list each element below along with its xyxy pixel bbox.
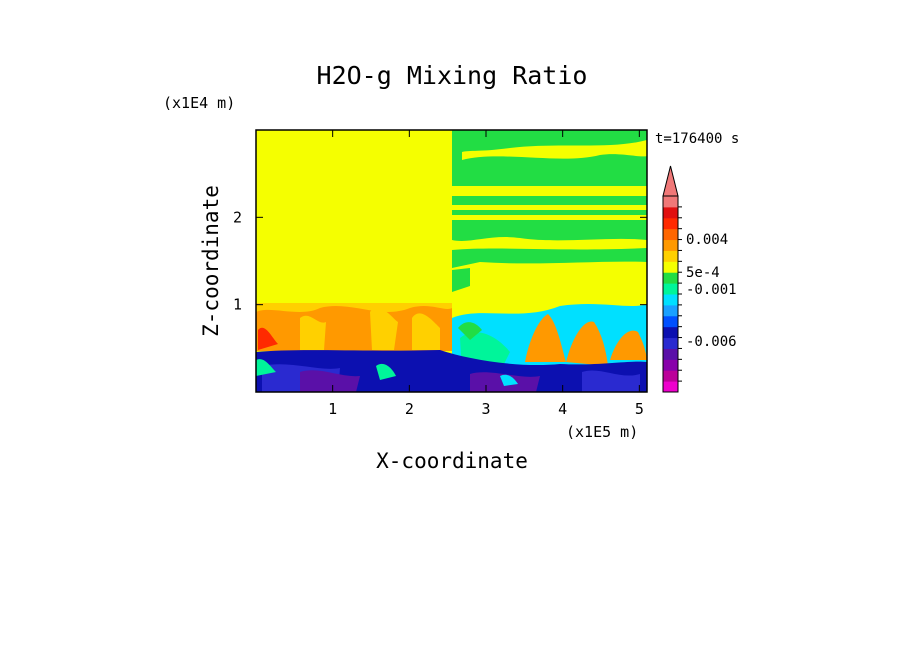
field-plume xyxy=(370,307,398,350)
colorbar-labels: 0.004 5e-4 -0.001 -0.006 xyxy=(686,232,737,350)
field-band xyxy=(462,140,647,160)
field-plume xyxy=(258,327,278,350)
field-plume xyxy=(300,315,326,350)
colorbar-swatch xyxy=(663,206,678,219)
colorbar-extend-arrow xyxy=(662,165,679,197)
colorbar-swatch xyxy=(663,337,678,349)
field-band xyxy=(452,196,647,205)
field-band xyxy=(452,268,470,292)
colorbar-swatch xyxy=(663,261,678,273)
x-tick-label: 1 xyxy=(328,400,337,418)
heatmap-field xyxy=(256,130,647,392)
colorbar-swatch xyxy=(663,294,678,306)
colorbar-swatch xyxy=(663,250,678,262)
colorbar-label: 0.004 xyxy=(686,232,728,248)
colorbar-swatch xyxy=(663,196,678,208)
field-plume xyxy=(458,322,482,340)
x-unit-label: (x1E5 m) xyxy=(566,423,638,441)
field-band xyxy=(452,210,647,215)
x-axis-ticks: 1 2 3 4 5 xyxy=(328,130,644,418)
x-axis-title: X-coordinate xyxy=(376,449,528,473)
colorbar-swatch xyxy=(663,283,678,295)
field-patch xyxy=(300,370,360,392)
field-band xyxy=(452,220,647,241)
x-tick-label: 4 xyxy=(558,400,567,418)
y-axis-title: Z-coordinate xyxy=(199,185,223,337)
plot-frame xyxy=(255,129,648,393)
y-unit-label: (x1E4 m) xyxy=(163,94,235,112)
x-tick-label: 3 xyxy=(481,400,490,418)
field-plume xyxy=(412,313,440,350)
colorbar xyxy=(662,165,682,393)
colorbar-label: -0.006 xyxy=(686,334,737,350)
field-patch xyxy=(256,359,276,376)
colorbar-label: -0.001 xyxy=(686,282,737,298)
colorbar-swatch xyxy=(663,272,678,284)
y-tick-label: 2 xyxy=(233,208,242,226)
time-label: t=176400 s xyxy=(655,131,739,147)
colorbar-swatch xyxy=(663,381,678,393)
colorbar-swatch xyxy=(663,326,678,339)
field-plume xyxy=(525,314,566,362)
colorbar-swatch xyxy=(663,228,678,241)
field-plume xyxy=(610,330,647,360)
colorbar-swatch xyxy=(663,359,678,371)
x-tick-label: 5 xyxy=(635,400,644,418)
field-plume xyxy=(566,321,608,366)
colorbar-swatch xyxy=(663,217,678,230)
chart-title: H2O-g Mixing Ratio xyxy=(317,61,588,90)
field-patch xyxy=(500,374,518,386)
colorbar-swatch xyxy=(663,239,678,251)
field-band xyxy=(452,248,647,268)
colorbar-swatch xyxy=(663,315,678,328)
y-tick-label: 1 xyxy=(233,296,242,314)
x-tick-label: 2 xyxy=(405,400,414,418)
colorbar-swatch xyxy=(663,304,678,317)
field-patch xyxy=(376,363,396,380)
colorbar-swatch xyxy=(663,370,678,382)
y-axis-ticks: 12 xyxy=(233,208,647,314)
colorbar-swatch xyxy=(663,348,678,360)
field-patch xyxy=(582,370,640,392)
colorbar-label: 5e-4 xyxy=(686,265,720,281)
